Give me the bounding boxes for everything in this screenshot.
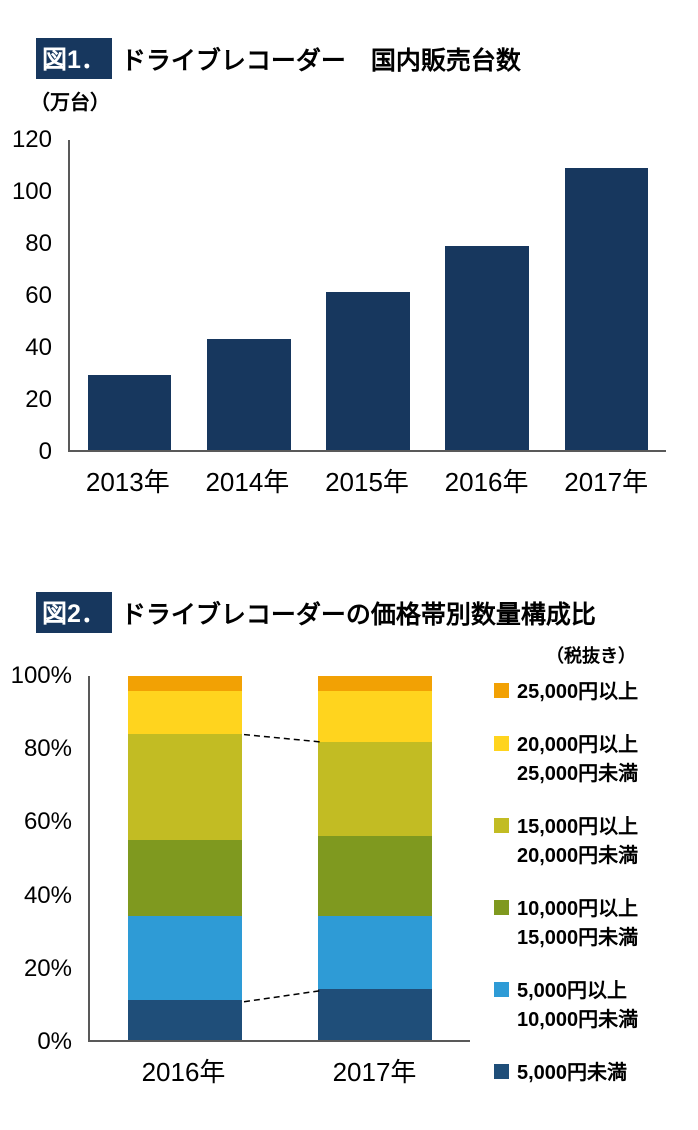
fig1-y-tick-label: 0: [38, 438, 52, 465]
figure2-header: 図2． ドライブレコーダーの価格帯別数量構成比: [36, 592, 596, 633]
fig2-stacked-bar-2016年: [128, 676, 242, 1040]
fig1-y-tick-label: 100: [11, 178, 52, 205]
fig2-segment: [128, 734, 242, 840]
legend-label-line: 15,000円以上: [517, 816, 639, 838]
fig1-bar-2017年: [564, 168, 649, 450]
legend-label-line: 5,000円以上: [517, 980, 628, 1002]
fig2-segment: [128, 839, 242, 917]
figure2-tax-note: （税抜き）: [546, 646, 636, 666]
fig2-y-tick-label: 0%: [37, 1028, 72, 1055]
fig2-segment: [128, 999, 242, 1040]
legend-swatch-icon: [494, 736, 509, 751]
fig2-segment: [318, 690, 432, 742]
fig1-bar-slot: [308, 140, 427, 450]
fig1-bar-slot: [547, 140, 666, 450]
fig1-y-tick-label: 80: [25, 230, 52, 257]
fig2-bar-slot: [280, 676, 470, 1040]
figure2-x-axis: 2016年 2017年: [88, 1052, 470, 1089]
fig2-y-tick-label: 40%: [23, 881, 72, 909]
figure1-tag: 図1．: [36, 38, 112, 79]
legend-label-line: 20,000円以上: [517, 734, 639, 756]
fig1-bar-slot: [189, 140, 308, 450]
legend-label-line: 5,000円未満: [517, 1062, 628, 1084]
fig2-segment: [128, 690, 242, 735]
legend-label: 10,000円以上 15,000円未満: [517, 895, 638, 953]
fig1-x-tick-label: 2016年: [444, 467, 529, 497]
fig2-segment: [318, 676, 432, 691]
fig1-y-tick-label: 60: [25, 282, 52, 309]
legend-entry: 20,000円以上 25,000円未満: [494, 731, 694, 789]
legend-label-line: 25,000円未満: [517, 763, 639, 785]
legend-label-line: 10,000円未満: [517, 1009, 639, 1031]
fig1-bar-slot: [70, 140, 189, 450]
fig2-segment: [318, 916, 432, 990]
figure1-y-axis: 0 20 40 60 80 100 120: [0, 126, 60, 465]
legend-entry: 5,000円以上 10,000円未満: [494, 977, 694, 1035]
fig1-y-tick-label: 120: [11, 126, 52, 153]
figure2-tag: 図2．: [36, 592, 112, 633]
fig1-bar-2014年: [207, 338, 291, 450]
fig2-stacked-bar-2017年: [318, 676, 432, 1040]
figure1-bars: [70, 140, 666, 450]
fig2-y-tick-label: 60%: [23, 808, 72, 836]
legend-label-line: 15,000円未満: [517, 927, 639, 949]
fig1-bar-2016年: [445, 245, 529, 450]
fig1-y-tick-label: 40: [25, 334, 52, 361]
figure2-legend: 25,000円以上 20,000円以上 25,000円未満 15,000円以上 20,0…: [494, 678, 694, 1088]
legend-entry: 10,000円以上 15,000円未満: [494, 895, 694, 953]
fig1-x-tick-label: 2017年: [564, 467, 649, 497]
fig2-segment: [318, 836, 432, 917]
legend-label-line: 20,000円未満: [517, 845, 639, 867]
legend-swatch-icon: [494, 683, 509, 698]
fig2-segment: [128, 916, 242, 1000]
figure2-y-axis: 0% 20% 40% 60% 80% 100%: [0, 662, 80, 1055]
legend-swatch-icon: [494, 982, 509, 997]
legend-swatch-icon: [494, 900, 509, 915]
fig2-segment: [128, 676, 242, 691]
legend-label: 5,000円以上 10,000円未満: [517, 977, 638, 1035]
figure1-title: ドライブレコーダー 国内販売台数: [120, 46, 521, 75]
fig2-x-tick-label: 2016年: [141, 1057, 226, 1087]
fig1-bar-slot: [428, 140, 547, 450]
fig2-y-tick-label: 100%: [10, 662, 72, 689]
fig1-bar-2013年: [87, 375, 172, 450]
legend-entry: 15,000円以上 20,000円未満: [494, 813, 694, 871]
figure2-bars: [90, 676, 470, 1040]
fig1-x-tick-label: 2014年: [205, 467, 290, 497]
figure2-plot-area: [88, 676, 470, 1042]
fig2-x-tick-label: 2017年: [332, 1057, 417, 1087]
legend-label: 25,000円以上: [517, 678, 638, 707]
fig1-y-tick-label: 20: [25, 386, 52, 413]
legend-entry: 5,000円未満: [494, 1059, 694, 1088]
figure1-plot-area: [68, 140, 666, 452]
fig2-segment: [318, 989, 432, 1040]
legend-label: 5,000円未満: [517, 1059, 627, 1088]
legend-label-line: 10,000円以上: [517, 898, 639, 920]
fig1-x-tick-label: 2015年: [325, 467, 409, 497]
fig2-segment: [318, 741, 432, 837]
figure2-title: ドライブレコーダーの価格帯別数量構成比: [120, 600, 596, 629]
fig2-y-tick-label: 80%: [23, 735, 72, 763]
fig2-y-tick-label: 20%: [23, 954, 72, 982]
legend-label-line: 25,000円以上: [517, 681, 639, 703]
legend-entry: 25,000円以上: [494, 678, 694, 707]
figure1-unit-label: （万台）: [30, 92, 110, 114]
figure1-x-axis: 2013年 2014年 2015年 2016年 2017年: [68, 462, 666, 499]
figure1-header: 図1． ドライブレコーダー 国内販売台数: [36, 38, 521, 79]
fig1-bar-2015年: [326, 292, 410, 450]
legend-swatch-icon: [494, 818, 509, 833]
legend-label: 15,000円以上 20,000円未満: [517, 813, 638, 871]
legend-label: 20,000円以上 25,000円未満: [517, 731, 638, 789]
fig2-bar-slot: [90, 676, 280, 1040]
legend-swatch-icon: [494, 1064, 509, 1079]
fig1-x-tick-label: 2013年: [85, 467, 170, 497]
